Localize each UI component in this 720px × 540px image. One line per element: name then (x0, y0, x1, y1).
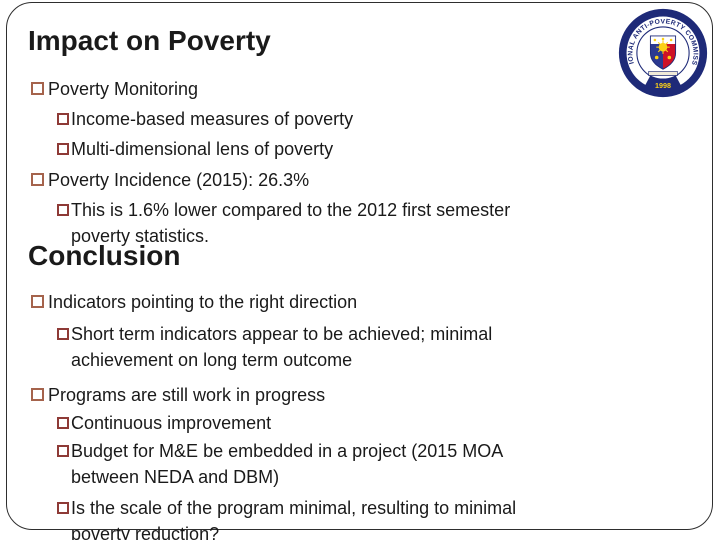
bullet-text: Poverty Monitoring (48, 79, 199, 99)
bullet-text: Programs are still work in progress (48, 385, 326, 405)
square-bullet-icon (57, 204, 69, 216)
square-bullet-icon (31, 82, 44, 95)
bullet-text: Indicators pointing to the right directi… (48, 292, 358, 312)
bullet-text: poverty reduction? (71, 524, 220, 540)
bullet-item: Indicators pointing to the right directi… (28, 289, 688, 315)
bullet-item: Budget for M&E be embedded in a project … (28, 438, 688, 490)
page-title: Impact on Poverty (28, 25, 271, 56)
bullet-item: Continuous improvement (28, 410, 688, 436)
bullet-text: Short term indicators appear to be achie… (71, 324, 493, 344)
bullet-text: poverty statistics. (71, 226, 210, 246)
bullet-text: Is the scale of the program minimal, res… (71, 498, 517, 518)
section-heading: Conclusion (28, 240, 181, 271)
square-bullet-icon (31, 388, 44, 401)
bullet-item: Multi-dimensional lens of poverty (28, 136, 688, 162)
bullet-item: Poverty Monitoring (28, 76, 688, 102)
bullet-text: Multi-dimensional lens of poverty (71, 139, 334, 159)
square-bullet-icon (57, 328, 69, 340)
bullet-item: Is the scale of the program minimal, res… (28, 495, 688, 540)
seal-year-text: 1998 (655, 81, 671, 90)
bullet-text: between NEDA and DBM) (71, 467, 280, 487)
square-bullet-icon (57, 502, 69, 514)
napc-seal-logo: ★ NATIONAL ANTI-POVERTY COMMISSION ★ (615, 2, 708, 98)
square-bullet-icon (57, 113, 69, 125)
square-bullet-icon (57, 445, 69, 457)
slide-body: Poverty Monitoring Income-based measures… (28, 70, 688, 540)
bullet-text: Poverty Incidence (2015): 26.3% (48, 170, 310, 190)
square-bullet-icon (31, 295, 44, 308)
square-bullet-icon (31, 173, 44, 186)
bullet-item: This is 1.6% lower compared to the 2012 … (28, 197, 688, 249)
bullet-text: achievement on long term outcome (71, 350, 353, 370)
bullet-item: Programs are still work in progress (28, 382, 688, 408)
bullet-item: Income-based measures of poverty (28, 106, 688, 132)
bullet-text: Income-based measures of poverty (71, 109, 354, 129)
square-bullet-icon (57, 417, 69, 429)
napc-seal-icon: ★ NATIONAL ANTI-POVERTY COMMISSION ★ (615, 2, 708, 98)
seal-shield (648, 35, 678, 76)
bullet-text: This is 1.6% lower compared to the 2012 … (71, 200, 511, 220)
bullet-text: Budget for M&E be embedded in a project … (71, 441, 504, 461)
bullet-item: Poverty Incidence (2015): 26.3% (28, 167, 688, 193)
bullet-item: Short term indicators appear to be achie… (28, 321, 688, 373)
square-bullet-icon (57, 143, 69, 155)
bullet-text: Continuous improvement (71, 413, 272, 433)
